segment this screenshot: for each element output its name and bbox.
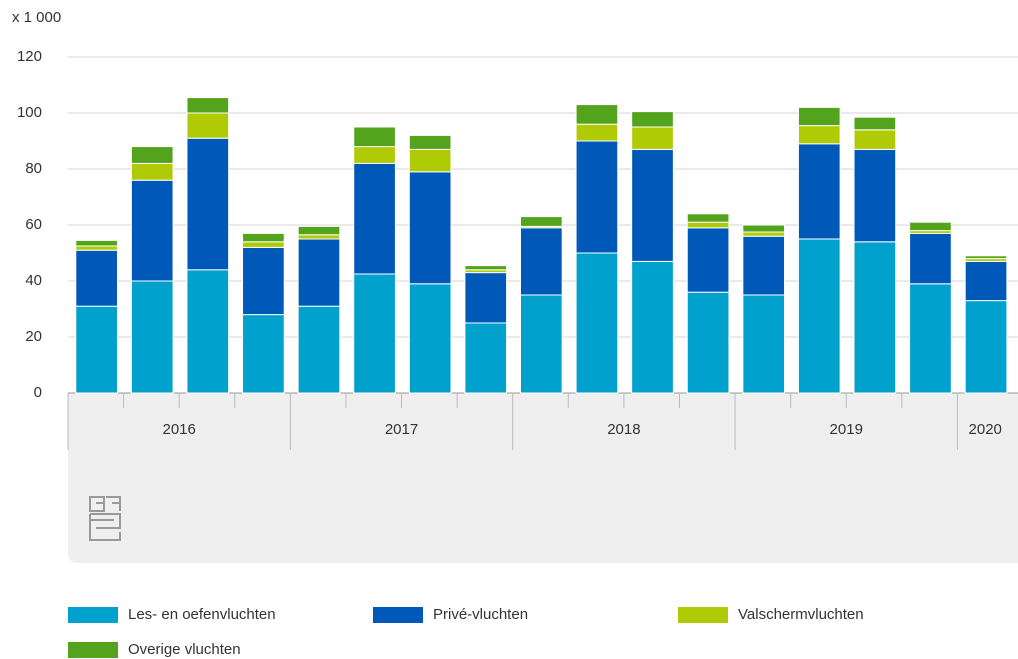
bar-segment bbox=[186, 137, 230, 271]
legend-swatch bbox=[373, 607, 423, 623]
bar-segment bbox=[797, 238, 841, 394]
bar-segment bbox=[686, 227, 730, 293]
legend-swatch bbox=[68, 607, 118, 623]
bar-segment bbox=[575, 104, 619, 125]
bar-segment bbox=[408, 283, 452, 394]
y-tick-label: 100 bbox=[17, 104, 42, 121]
bar-segment bbox=[297, 305, 341, 394]
bar-segment bbox=[75, 245, 118, 251]
bar-segment bbox=[797, 106, 841, 127]
y-tick-label: 60 bbox=[25, 216, 42, 233]
bar-segment bbox=[519, 227, 563, 296]
x-group-label: 2019 bbox=[830, 421, 863, 438]
bar-segment bbox=[631, 126, 674, 150]
bar-segment bbox=[242, 232, 285, 243]
bar-segment bbox=[686, 221, 730, 229]
bar-segment bbox=[464, 322, 508, 394]
legend-label: Overige vluchten bbox=[128, 641, 241, 658]
bar-segment bbox=[575, 140, 619, 254]
bar-segment bbox=[742, 231, 786, 237]
bar-segment bbox=[130, 179, 174, 282]
x-group-label: 2020 bbox=[969, 421, 1002, 438]
y-tick-label: 0 bbox=[34, 384, 42, 401]
bar-segment bbox=[353, 126, 396, 148]
bar-segment bbox=[742, 235, 786, 296]
bar-segment bbox=[297, 234, 341, 240]
bar-segment bbox=[186, 269, 230, 394]
bar-segment bbox=[853, 129, 897, 150]
bar-segment bbox=[853, 116, 897, 131]
bar-segment bbox=[75, 305, 118, 394]
y-tick-label: 80 bbox=[25, 160, 42, 177]
legend-swatch bbox=[68, 642, 118, 658]
bar-segment bbox=[964, 300, 1008, 394]
bar-segment bbox=[242, 246, 285, 316]
bar-segment bbox=[130, 162, 174, 181]
bar-segment bbox=[742, 294, 786, 394]
bar-segment bbox=[408, 148, 452, 173]
bar-segment bbox=[464, 265, 508, 271]
bar-segment bbox=[75, 239, 118, 247]
bar-segment bbox=[909, 283, 952, 394]
bar-segment bbox=[353, 162, 396, 275]
bar-segment bbox=[964, 255, 1008, 260]
bar-segment bbox=[575, 123, 619, 142]
bar-segment bbox=[575, 252, 619, 394]
bar-segment bbox=[631, 260, 674, 394]
bar-segment bbox=[964, 260, 1008, 302]
legend-label: Privé-vluchten bbox=[433, 606, 528, 623]
bar-segment bbox=[742, 224, 786, 233]
bar-segment bbox=[297, 238, 341, 307]
bar-segment bbox=[686, 213, 730, 223]
bar-segment bbox=[631, 148, 674, 262]
y-tick-label: 40 bbox=[25, 272, 42, 289]
bar-segment bbox=[75, 249, 118, 307]
x-group-label: 2016 bbox=[162, 421, 195, 438]
y-tick-label: 120 bbox=[17, 48, 42, 65]
bar-segment bbox=[353, 146, 396, 164]
axis-panel bbox=[68, 393, 1018, 563]
bar-segment bbox=[519, 216, 563, 227]
legend-label: Les- en oefenvluchten bbox=[128, 606, 276, 623]
bar-segment bbox=[353, 273, 396, 394]
logo bbox=[89, 496, 121, 541]
bar-segment bbox=[408, 134, 452, 150]
bar-segment bbox=[130, 146, 174, 164]
bar-segment bbox=[909, 221, 952, 232]
bar-segment bbox=[242, 241, 285, 248]
bar-segment bbox=[464, 272, 508, 324]
y-unit-label: x 1 000 bbox=[12, 9, 61, 26]
legend-label: Valschermvluchten bbox=[738, 606, 864, 623]
bar-segment bbox=[797, 143, 841, 240]
bar-segment bbox=[186, 112, 230, 139]
bar-segment bbox=[186, 97, 230, 114]
bar-segment bbox=[242, 314, 285, 394]
bar-segment bbox=[853, 148, 897, 243]
legend-swatch bbox=[678, 607, 728, 623]
bar-segment bbox=[686, 291, 730, 394]
x-group-label: 2017 bbox=[385, 421, 418, 438]
bar-segment bbox=[130, 280, 174, 394]
y-tick-label: 20 bbox=[25, 328, 42, 345]
bar-segment bbox=[853, 241, 897, 394]
bar-segment bbox=[909, 232, 952, 285]
bar-segment bbox=[519, 294, 563, 394]
bar-segment bbox=[408, 171, 452, 285]
bar-segment bbox=[297, 225, 341, 236]
bar-segment bbox=[631, 111, 674, 128]
bar-segment bbox=[797, 125, 841, 145]
x-group-label: 2018 bbox=[607, 421, 640, 438]
